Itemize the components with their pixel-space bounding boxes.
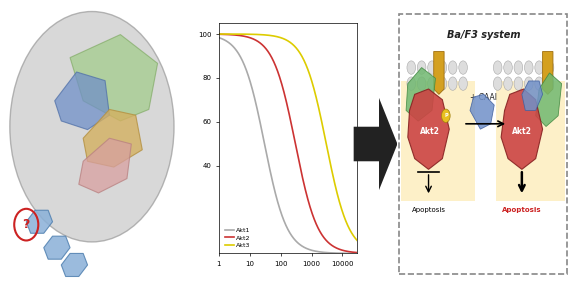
Polygon shape (26, 210, 52, 233)
Polygon shape (44, 236, 70, 259)
Circle shape (535, 61, 544, 74)
Circle shape (427, 61, 436, 74)
Circle shape (458, 77, 467, 90)
Circle shape (545, 61, 554, 74)
Polygon shape (522, 81, 543, 110)
Bar (401, 81, 475, 202)
Circle shape (407, 61, 415, 74)
Circle shape (407, 77, 415, 90)
Circle shape (503, 77, 513, 90)
Bar (496, 81, 565, 202)
Ellipse shape (10, 12, 174, 242)
Polygon shape (79, 138, 131, 193)
Polygon shape (470, 94, 494, 129)
Polygon shape (70, 35, 158, 121)
Polygon shape (434, 52, 444, 94)
Text: Akt2: Akt2 (419, 127, 439, 136)
Text: P: P (444, 113, 448, 118)
Circle shape (448, 61, 457, 74)
Polygon shape (543, 52, 553, 94)
Circle shape (427, 77, 436, 90)
Text: ?: ? (22, 218, 30, 231)
Circle shape (448, 77, 457, 90)
Circle shape (503, 61, 513, 74)
Polygon shape (55, 72, 109, 130)
Legend: Akt1, Akt2, Akt3: Akt1, Akt2, Akt3 (222, 226, 253, 250)
Text: + CAAI: + CAAI (471, 92, 497, 102)
Polygon shape (536, 73, 562, 126)
Polygon shape (83, 109, 142, 167)
Circle shape (545, 77, 554, 90)
Circle shape (535, 77, 544, 90)
Circle shape (441, 109, 450, 122)
Circle shape (438, 61, 446, 74)
Polygon shape (408, 89, 449, 169)
Text: Apoptosis: Apoptosis (411, 207, 446, 213)
Text: Ba/F3 system: Ba/F3 system (447, 30, 521, 40)
Circle shape (417, 61, 426, 74)
Circle shape (514, 77, 523, 90)
Polygon shape (501, 89, 543, 169)
Circle shape (458, 61, 467, 74)
Circle shape (493, 61, 502, 74)
Text: Akt2: Akt2 (512, 127, 532, 136)
Text: Apoptosis: Apoptosis (502, 207, 541, 213)
Circle shape (524, 61, 533, 74)
Circle shape (417, 77, 426, 90)
Circle shape (438, 77, 446, 90)
Circle shape (524, 77, 533, 90)
Polygon shape (61, 253, 88, 276)
Polygon shape (406, 68, 435, 121)
Polygon shape (354, 98, 397, 190)
Circle shape (493, 77, 502, 90)
Circle shape (514, 61, 523, 74)
